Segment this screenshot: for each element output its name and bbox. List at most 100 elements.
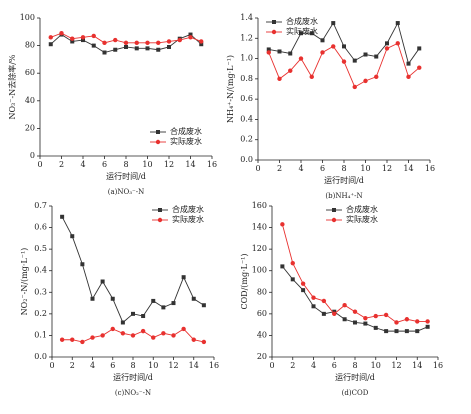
caption: (c)NO₂⁻-N xyxy=(115,389,151,397)
marker xyxy=(417,65,422,70)
y-tick-label: 20 xyxy=(25,123,35,132)
y-tick-label: 1.4 xyxy=(240,13,253,22)
marker xyxy=(100,279,105,284)
marker xyxy=(342,303,347,308)
legend-marker xyxy=(331,217,337,223)
marker xyxy=(363,78,368,84)
marker xyxy=(156,40,161,46)
x-tick-label: 8 xyxy=(130,361,135,370)
marker xyxy=(90,296,95,301)
x-tick-label: 16 xyxy=(425,164,435,173)
marker xyxy=(331,44,336,49)
legend-marker xyxy=(271,29,277,35)
marker xyxy=(191,296,196,301)
marker xyxy=(130,333,136,338)
x-tick-label: 12 xyxy=(168,361,178,370)
y-tick-label: 1.0 xyxy=(240,54,253,63)
marker xyxy=(91,33,96,39)
marker xyxy=(277,76,282,82)
x-tick-label: 14 xyxy=(412,361,422,370)
marker xyxy=(48,42,53,47)
marker xyxy=(110,326,115,332)
marker xyxy=(266,47,271,52)
legend-marker xyxy=(157,217,163,223)
y-tick-label: 80 xyxy=(25,41,35,50)
marker xyxy=(299,31,303,36)
marker xyxy=(385,41,389,46)
legend-label: 合成废水 xyxy=(172,204,204,214)
marker xyxy=(167,44,171,49)
y-tick-label: 0.3 xyxy=(34,287,47,296)
marker xyxy=(342,44,346,49)
marker xyxy=(300,281,306,286)
y-tick-label: 40 xyxy=(25,96,35,105)
marker xyxy=(280,222,285,227)
series-line xyxy=(61,216,205,324)
x-tick-label: 8 xyxy=(352,361,357,370)
x-axis-label: 运行时间/d xyxy=(106,171,146,181)
x-tick-label: 8 xyxy=(341,164,346,173)
marker xyxy=(110,296,115,301)
x-tick-label: 2 xyxy=(70,361,75,370)
x-tick-label: 6 xyxy=(320,164,325,173)
x-tick-label: 0 xyxy=(269,361,274,370)
y-tick-label: 0.8 xyxy=(240,74,253,83)
marker xyxy=(309,31,314,36)
x-axis-label: 运行时间/d xyxy=(113,372,153,382)
x-tick-label: 4 xyxy=(80,160,85,169)
marker xyxy=(311,304,316,309)
marker xyxy=(181,275,186,280)
x-tick-label: 16 xyxy=(433,361,443,370)
marker xyxy=(120,331,126,336)
y-tick-label: 60 xyxy=(257,309,267,318)
x-axis-label: 运行时间/d xyxy=(335,372,375,382)
marker xyxy=(120,320,125,325)
y-axis-label: COD/(mg·L⁻¹) xyxy=(240,253,249,309)
caption: (d)COD xyxy=(342,389,369,397)
marker xyxy=(131,311,135,316)
y-tick-label: 1.2 xyxy=(240,33,253,42)
y-tick-label: 0.7 xyxy=(34,201,47,210)
marker xyxy=(161,305,166,310)
marker xyxy=(320,38,325,43)
x-tick-label: 0 xyxy=(37,160,42,169)
marker xyxy=(188,32,193,37)
marker xyxy=(341,59,347,64)
marker xyxy=(374,74,379,80)
legend-marker xyxy=(272,20,276,24)
marker xyxy=(353,320,357,325)
y-axis-label: NH₄⁺-N/(mg·L⁻¹) xyxy=(226,55,235,123)
y-tick-label: 0.4 xyxy=(34,266,47,275)
marker xyxy=(199,39,204,44)
marker xyxy=(90,335,95,340)
marker xyxy=(102,40,107,46)
marker xyxy=(363,315,368,321)
marker xyxy=(60,214,65,219)
marker xyxy=(288,68,293,73)
marker xyxy=(321,298,327,304)
y-tick-label: 100 xyxy=(252,266,267,275)
marker xyxy=(374,54,379,59)
x-tick-label: 14 xyxy=(403,164,413,173)
marker xyxy=(383,312,389,318)
marker xyxy=(417,46,422,51)
marker xyxy=(201,303,206,308)
marker xyxy=(70,36,75,41)
marker xyxy=(100,333,105,338)
marker xyxy=(404,329,409,334)
marker xyxy=(80,262,85,267)
marker xyxy=(140,328,146,334)
marker xyxy=(425,324,430,329)
y-tick-label: 0.6 xyxy=(240,94,253,103)
marker xyxy=(123,40,129,46)
marker xyxy=(290,260,295,266)
marker xyxy=(70,337,75,342)
series-line xyxy=(281,224,428,323)
marker xyxy=(394,329,399,334)
y-tick-label: 120 xyxy=(252,244,267,253)
marker xyxy=(277,49,282,54)
marker xyxy=(177,37,182,43)
marker xyxy=(156,47,161,52)
marker xyxy=(415,319,420,324)
marker xyxy=(70,39,75,44)
